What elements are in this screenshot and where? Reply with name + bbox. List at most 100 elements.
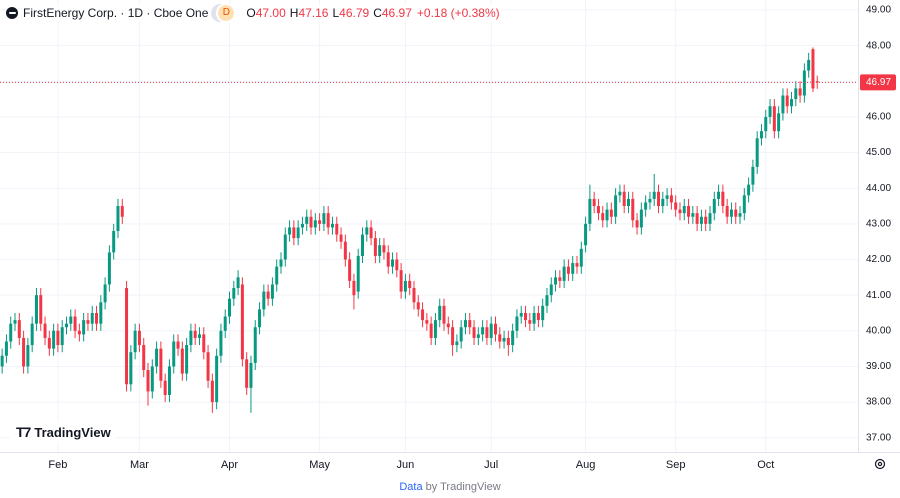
candle-body — [52, 330, 56, 349]
tradingview-logo[interactable]: T7 TradingView — [10, 420, 117, 444]
candle-body — [644, 202, 648, 210]
candle-body — [335, 223, 339, 235]
candle-body — [798, 88, 802, 96]
candle-body — [197, 334, 201, 338]
candle-body — [116, 206, 120, 231]
settings-hub — [877, 461, 883, 467]
candle-body — [558, 277, 562, 281]
candle-body — [515, 316, 519, 331]
candle-body — [485, 327, 489, 338]
candle-body — [562, 266, 566, 281]
candle-body — [202, 334, 206, 353]
candle-body — [446, 323, 450, 328]
candle-body — [352, 280, 356, 296]
candle-body — [759, 131, 763, 139]
candle-body — [751, 166, 755, 185]
candle-body — [34, 295, 38, 324]
candle-body — [708, 213, 712, 224]
candle-body — [433, 320, 437, 338]
data-badge: D — [216, 3, 237, 23]
candle-body — [493, 323, 497, 335]
candle-body — [279, 259, 283, 267]
candle-body — [618, 191, 622, 196]
candle-body — [99, 302, 103, 324]
candle-body — [768, 106, 772, 117]
grid — [0, 0, 858, 452]
candle-body — [678, 209, 682, 214]
legend-value: 47.16 — [298, 6, 329, 20]
candle-body — [167, 366, 171, 395]
symbol-title[interactable]: FirstEnergy Corp. · 1D · Cboe One — [23, 6, 209, 20]
candle-body — [790, 99, 794, 107]
y-tick-label: 45.00 — [866, 147, 891, 158]
x-tick-label: Oct — [757, 459, 774, 471]
footer-text: by TradingView — [425, 481, 501, 493]
axes: 37.00 38.00 39.00 40.00 41.00 42.00 43.00 44.00… — [48, 5, 896, 471]
candle-body — [691, 213, 695, 217]
candle-body — [511, 330, 515, 346]
candle-body — [262, 291, 266, 310]
legend-key: C — [373, 6, 382, 20]
legend-value: 46.79 — [339, 6, 370, 20]
candle-body — [210, 380, 214, 403]
candle-body — [365, 227, 369, 235]
candle-body — [13, 320, 17, 324]
candle-body — [60, 327, 64, 346]
candle-body — [395, 259, 399, 271]
candle-body — [39, 295, 43, 324]
candle-body — [738, 213, 742, 217]
candle-body — [734, 209, 738, 217]
last-price-tag — [860, 74, 896, 91]
settings-icon[interactable] — [874, 458, 886, 470]
x-tick-label: May — [309, 459, 330, 471]
candle-body — [399, 270, 403, 292]
candle-body — [361, 234, 365, 256]
candle-body — [313, 220, 317, 228]
candle-body — [742, 195, 746, 214]
candle-body — [26, 345, 30, 367]
candle-body — [811, 49, 815, 89]
y-tick-label: 42.00 — [866, 254, 891, 265]
candle-body — [185, 345, 189, 374]
candle-body — [609, 209, 613, 217]
legend-value: 47.00 — [255, 6, 286, 20]
candle-body — [180, 348, 184, 374]
candle-body — [30, 323, 34, 346]
candle-body — [253, 327, 257, 363]
candle-body — [22, 337, 26, 367]
candle-body — [176, 341, 180, 349]
y-tick-label: 46.00 — [866, 112, 891, 123]
candle-body — [596, 206, 600, 214]
candle-body — [532, 312, 536, 324]
candle-body — [326, 213, 330, 228]
candle-body — [794, 88, 798, 100]
candle-body — [155, 348, 159, 367]
candle-body — [159, 348, 163, 381]
footer-link[interactable]: Data — [399, 481, 423, 493]
candle-body — [240, 284, 244, 360]
candle-body — [189, 330, 193, 346]
candle-body — [777, 113, 781, 132]
candle-body — [95, 312, 99, 324]
candle-body — [575, 263, 579, 267]
candle-body — [674, 202, 678, 210]
candle-body — [588, 198, 592, 224]
candle-body — [219, 330, 223, 356]
y-tick-label: 39.00 — [866, 361, 891, 372]
candle-body — [421, 309, 425, 321]
candle-body — [133, 330, 137, 353]
candle-body — [408, 280, 412, 289]
candle-body — [300, 223, 304, 228]
background — [0, 0, 900, 476]
candle-body — [601, 213, 605, 221]
candle-body — [631, 198, 635, 221]
candle-body — [322, 213, 326, 224]
price-change: +0.18 (+0.38%) — [416, 6, 500, 20]
candle-body — [125, 288, 129, 385]
candle-body — [206, 352, 210, 381]
candle-body — [639, 209, 643, 228]
candle-body — [536, 312, 540, 321]
candle-body — [223, 316, 227, 331]
x-tick-label: Feb — [48, 459, 67, 471]
candle-body — [772, 106, 776, 132]
